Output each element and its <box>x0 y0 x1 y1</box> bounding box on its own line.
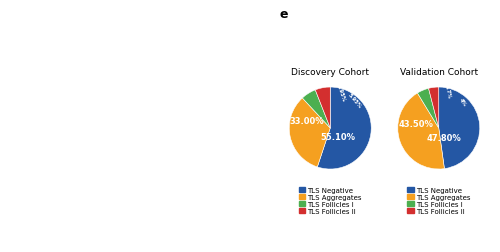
Wedge shape <box>418 89 439 129</box>
Text: e: e <box>279 8 287 20</box>
Wedge shape <box>302 90 330 129</box>
Text: 4.7%: 4.7% <box>444 84 452 99</box>
Text: 33.00%: 33.00% <box>289 117 324 126</box>
Wedge shape <box>438 88 480 169</box>
Wedge shape <box>428 88 439 129</box>
Text: 43.50%: 43.50% <box>399 119 434 128</box>
Legend: TLS Negative, TLS Aggregates, TLS Follicles I, TLS Follicles II: TLS Negative, TLS Aggregates, TLS Follic… <box>298 186 362 215</box>
Wedge shape <box>290 99 330 167</box>
Wedge shape <box>398 94 444 169</box>
Text: 47.80%: 47.80% <box>426 133 461 142</box>
Text: 5.95%: 5.95% <box>336 83 345 102</box>
Title: Discovery Cohort: Discovery Cohort <box>291 68 369 77</box>
Wedge shape <box>316 88 330 129</box>
Text: 55.10%: 55.10% <box>320 132 355 141</box>
Text: 4%: 4% <box>458 97 467 107</box>
Legend: TLS Negative, TLS Aggregates, TLS Follicles I, TLS Follicles II: TLS Negative, TLS Aggregates, TLS Follic… <box>406 186 471 215</box>
Text: 5.95%: 5.95% <box>347 92 362 109</box>
Wedge shape <box>318 88 371 169</box>
Title: Validation Cohort: Validation Cohort <box>400 68 478 77</box>
